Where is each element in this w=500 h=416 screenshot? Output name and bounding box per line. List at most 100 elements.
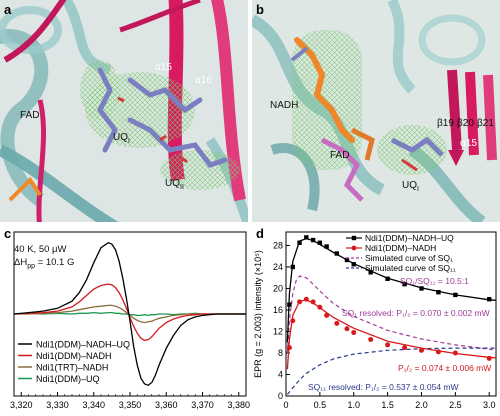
legend-label-d: Ndi1(DDM)–NADH–UQ [365, 233, 454, 243]
helix-a15-label: α15 [155, 62, 172, 73]
plot-frame-d [285, 231, 497, 397]
x-tick-label-c: 3,350 [119, 400, 142, 410]
y-tick-label-d: 4 [278, 369, 283, 379]
y-tick-label-d: 28 [273, 240, 283, 250]
legend-label-c: Ndi1(DDM)–NADH [36, 351, 112, 361]
simulated-curve-sq-ii [286, 347, 496, 395]
alpha15-label-b: α15 [460, 138, 477, 149]
fad-label-a: FAD [20, 110, 40, 121]
data-point-nadh-uq [310, 237, 316, 243]
panel-c-spectra: c 40 K, 50 μW ΔHpp = 10.1 G 3,320 3,330 3,… [0, 224, 250, 416]
legend-label-c: Ndi1(TRT)–NADH [36, 363, 108, 373]
structure-a-illustration [0, 0, 248, 222]
data-point-nadh-uq [351, 262, 356, 267]
x-tick-label-d: 0.5 [314, 400, 327, 410]
data-point-nadh-uq [304, 235, 309, 240]
helix-a16-label: α16 [195, 75, 212, 86]
data-point-nadh [324, 312, 330, 318]
data-point-nadh-uq [385, 276, 390, 281]
x-tick-label-d: 2.0 [415, 400, 428, 410]
panel-d-label: d [256, 226, 264, 241]
data-point-nadh-uq [297, 240, 302, 245]
y-tick-label-d: 16 [273, 305, 283, 315]
data-point-nadh [418, 347, 424, 353]
series-line-ndi1-ddm-nadh-uq [13, 241, 246, 387]
conditions-line1: 40 K, 50 μW [14, 244, 67, 255]
series-line-ndi1-trt-nadh [14, 304, 246, 324]
x-tick-label-c: 3,320 [10, 400, 33, 410]
conditions-line2: ΔHpp = 10.1 G [14, 257, 75, 270]
sq-ii-resolved-annotation: SQ₁₁ resolved: P₁/₂ = 0.537 ± 0.054 mW [308, 382, 459, 392]
data-point-nadh [286, 345, 292, 351]
series-line-ndi1-ddm-nadh [13, 283, 246, 342]
x-tick-label-c: 3,330 [46, 400, 69, 410]
sq-i-resolved-annotation: SQ₁ resolved: P₁/₂ = 0.070 ± 0.002 mW [342, 308, 490, 318]
x-tick-label-c: 3,370 [191, 400, 214, 410]
data-point-nadh [351, 330, 357, 336]
uq-i-label-b: UQI [402, 180, 419, 193]
panel-b-structure: b NADH FAD UQI β19 β20 β21 α15 [252, 0, 500, 222]
panel-a-structure: a α15 α16 FAD UQI UQII [0, 0, 248, 222]
x-tick-label-d: 0 [283, 400, 288, 410]
legend-marker-d [351, 245, 357, 251]
beta21-label: β21 [477, 118, 494, 129]
uq-ii-label: UQII [165, 178, 184, 191]
data-point-nadh [452, 350, 458, 356]
data-point-nadh [303, 296, 309, 302]
p-half-red-annotation: P₁/₂ = 0.074 ± 0.006 mW [398, 363, 491, 373]
x-tick-label-d: 1.0 [347, 400, 360, 410]
beta19-label: β19 [437, 118, 454, 129]
x-tick-label-c: 3,340 [82, 400, 105, 410]
y-tick-label-d: 24 [273, 262, 283, 272]
x-tick-label-d: 1.5 [381, 400, 394, 410]
legend-label-d: Simulated curve of SQ₁ [365, 253, 453, 263]
data-point-nadh [334, 320, 340, 326]
uq-i-label-a: UQI [113, 132, 130, 145]
data-point-nadh [310, 299, 316, 305]
data-point-nadh [297, 299, 303, 305]
y-tick-label-d: 8 [278, 348, 283, 358]
structure-b-illustration [252, 0, 500, 222]
y-tick-label-d: 12 [273, 326, 283, 336]
data-point-nadh-uq [287, 302, 292, 307]
data-point-nadh-uq [453, 292, 458, 298]
simulated-curve-sq-i [286, 275, 497, 354]
data-point-nadh-uq [487, 297, 492, 302]
data-point-nadh [368, 337, 374, 343]
panel-b-label: b [256, 2, 264, 17]
spectra-plot: 3,320 3,330 3,340 3,350 3,360 3,370 3,380 Ndi1(… [10, 231, 250, 410]
data-point-nadh [344, 326, 350, 332]
data-point-nadh-uq [324, 244, 329, 249]
x-tick-label-c: 3,360 [155, 400, 178, 410]
nadh-label: NADH [270, 100, 299, 111]
legend-marker-d [351, 235, 357, 241]
x-tick-label-d: 2.5 [449, 400, 462, 410]
x-tick-label-d: 3.0 [483, 400, 496, 410]
data-point-nadh-uq [317, 240, 323, 245]
data-point-nadh-uq [368, 270, 373, 275]
legend-label-d: Simulated curve of SQ₁₁ [365, 263, 456, 273]
data-point-nadh [435, 349, 441, 355]
data-point-nadh [385, 342, 391, 348]
panel-d-saturation: d 0 0.5 1.0 1.5 2.0 2.5 3.0 0 4 8 12 16 20 24 28 EPR (g… [250, 224, 500, 416]
data-point-nadh-uq [436, 290, 441, 295]
legend-label-c: Ndi1(DDM)–UQ [36, 374, 100, 384]
data-point-nadh [290, 318, 296, 324]
legend-label-c: Ndi1(DDM)–NADH–UQ [36, 340, 130, 350]
y-axis-label-d: EPR (g = 2.003) intensity (×10⁵) [253, 250, 263, 378]
data-point-nadh [317, 304, 323, 310]
y-tick-label-d: 0 [278, 391, 283, 401]
fit-curve-nadh [286, 299, 497, 370]
data-point-nadh-uq [290, 264, 295, 270]
data-point-nadh-uq [402, 281, 407, 287]
data-point-nadh-uq [334, 251, 340, 256]
panel-c-label: c [4, 226, 12, 241]
x-tick-label-c: 3,380 [227, 400, 250, 410]
y-tick-label-d: 20 [273, 283, 283, 293]
legend-label-d: Ndi1(DDM)–NADH [365, 243, 436, 253]
data-point-nadh [402, 345, 408, 351]
saturation-plot: 0 0.5 1.0 1.5 2.0 2.5 3.0 0 4 8 12 16 20 24 28 EPR (g =… [253, 231, 497, 410]
fad-label-b: FAD [330, 150, 350, 161]
data-point-nadh-uq [344, 257, 350, 263]
data-point-nadh [486, 355, 492, 361]
